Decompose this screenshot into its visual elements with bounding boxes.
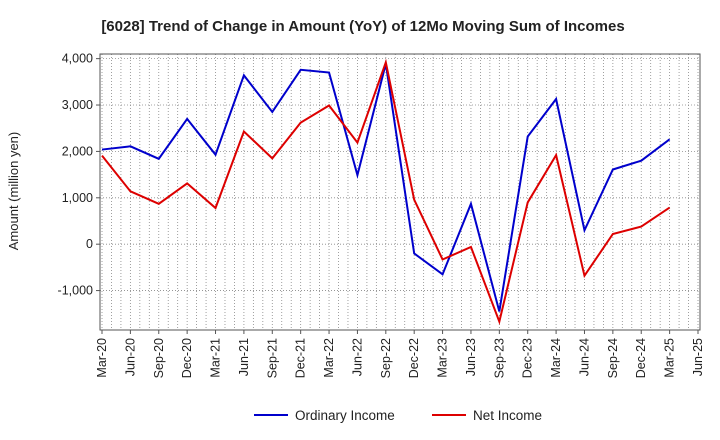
y-axis-ticks: -1,000 0 1,000 2,000 3,000 4,000 [58, 52, 100, 298]
x-tick-label: Sep-22 [379, 338, 393, 378]
x-tick-label: Sep-23 [492, 338, 506, 378]
legend-label: Net Income [473, 408, 542, 423]
x-tick-label: Dec-21 [294, 338, 308, 378]
chart-title: [6028] Trend of Change in Amount (YoY) o… [101, 18, 624, 35]
x-tick-label: Dec-23 [521, 338, 535, 378]
x-tick-label: Dec-24 [634, 338, 648, 378]
x-tick-label: Sep-24 [606, 338, 620, 378]
x-tick-label: Mar-24 [549, 338, 563, 378]
x-tick-label: Sep-20 [152, 338, 166, 378]
series-line-net-income [101, 58, 671, 326]
legend-label: Ordinary Income [295, 408, 395, 423]
x-tick-label: Dec-20 [180, 338, 194, 378]
x-tick-label: Mar-20 [95, 338, 109, 378]
y-tick-label: 2,000 [62, 144, 93, 158]
y-tick-label: 3,000 [62, 98, 93, 112]
x-tick-label: Mar-21 [209, 338, 223, 378]
y-tick-label: 4,000 [62, 52, 93, 66]
x-tick-label: Jun-21 [237, 338, 251, 376]
x-tick-label: Jun-25 [691, 338, 705, 376]
series-layer [101, 58, 671, 326]
x-tick-label: Mar-25 [663, 338, 677, 378]
x-tick-label: Mar-22 [322, 338, 336, 378]
x-tick-label: Jun-20 [123, 338, 137, 376]
y-axis-label: Amount (million yen) [6, 132, 21, 251]
plot-frame [99, 53, 701, 331]
x-axis-ticks: Mar-20 Jun-20 Sep-20 Dec-20 Mar-21 Jun-21 Sep-… [95, 330, 705, 378]
x-tick-label: Jun-23 [464, 338, 478, 376]
legend: Ordinary Income Net Income [254, 408, 542, 423]
y-tick-label: -1,000 [58, 284, 93, 298]
x-tick-label: Mar-23 [436, 338, 450, 378]
x-tick-label: Jun-24 [577, 338, 591, 376]
y-tick-label: 0 [86, 237, 93, 251]
y-tick-label: 1,000 [62, 191, 93, 205]
x-tick-label: Dec-22 [407, 338, 421, 378]
grid [100, 54, 700, 330]
x-tick-label: Jun-22 [350, 338, 364, 376]
x-tick-label: Sep-21 [265, 338, 279, 378]
